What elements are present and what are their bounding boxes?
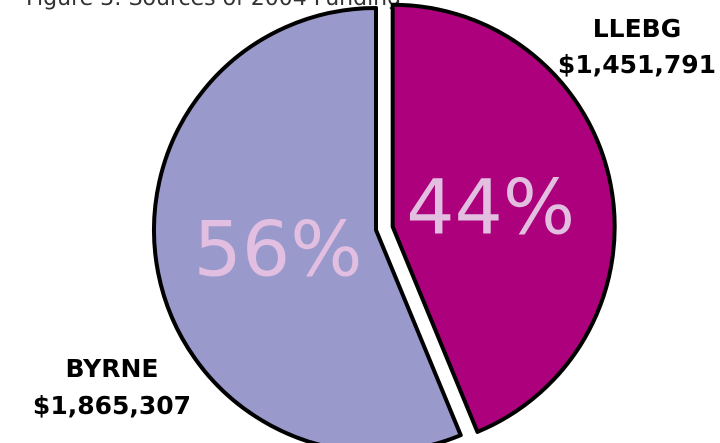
pie-slices: [152, 2, 617, 443]
slice-value-label-llebg: $1,451,791: [558, 50, 716, 79]
pie-slice-llebg: [390, 2, 617, 434]
pie-labels: 44% LLEBG $1,451,791 56% BYRNE $1,865,307: [33, 14, 716, 420]
slice-name-label-llebg: LLEBG: [593, 14, 682, 43]
percent-label-byrne: 56%: [194, 204, 363, 293]
slice-value-label-byrne: $1,865,307: [33, 391, 191, 420]
chart-caption: Figure 3: Sources of 2004 Funding: [26, 0, 401, 11]
pie-slice-byrne: [152, 6, 463, 443]
percent-label-llebg: 44%: [406, 162, 575, 251]
slice-name-label-byrne: BYRNE: [65, 354, 158, 383]
